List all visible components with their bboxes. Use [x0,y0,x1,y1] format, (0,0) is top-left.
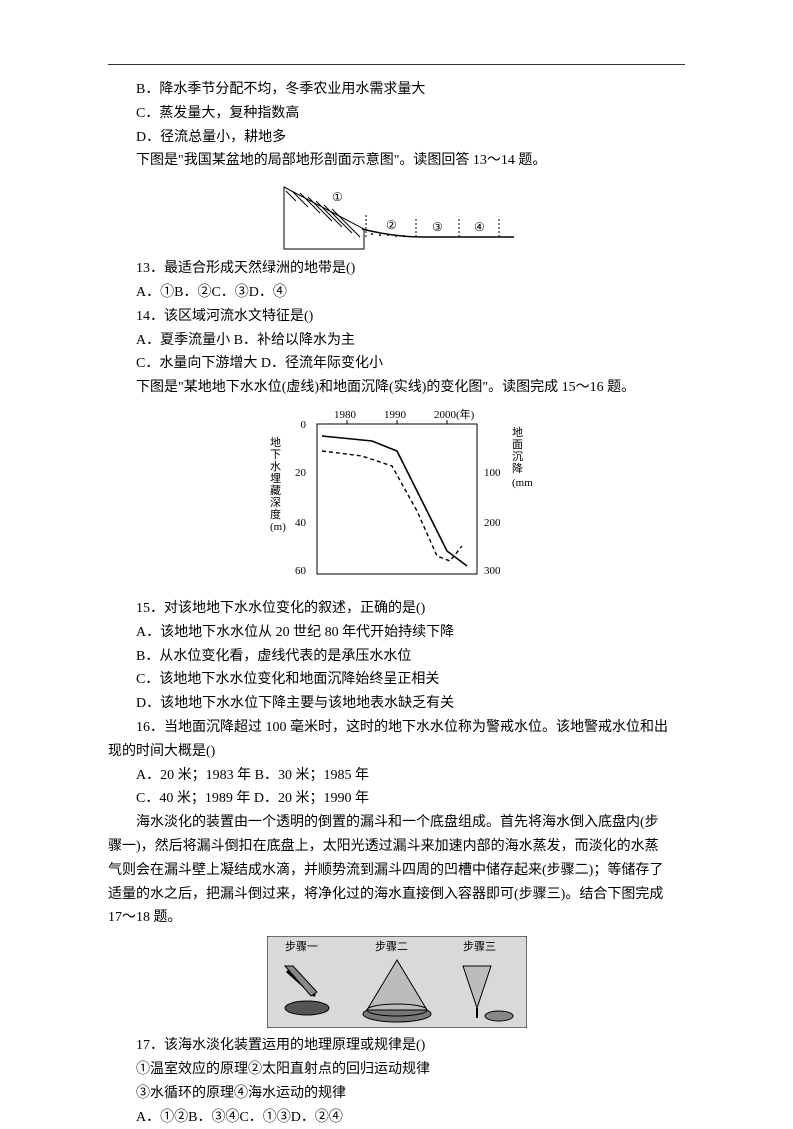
fig2-yr-200: 200 [484,517,501,529]
q16-line1: 16．当地面沉降超过 100 毫米时，这时的地下水水位称为警戒水位。该地警戒水位… [108,716,685,740]
q16-opt-ab: A．20 米；1983 年 B．30 米；1985 年 [108,764,685,788]
fig2-yr-300: 300 [484,565,501,577]
fig1-label-2: ② [386,218,397,232]
q17-stem: 17．该海水淡化装置运用的地理原理或规律是() [108,1034,685,1058]
figure-desalination-steps: 步骤一 步骤二 步骤三 [267,936,527,1028]
q17-r2: ③水循环的原理④海水运动的规律 [108,1082,685,1106]
q13-opts: A．①B．②C．③D．④ [108,281,685,305]
q14-opt-ab: A．夏季流量小 B．补给以降水为主 [108,329,685,353]
fig1-label-1: ① [332,190,343,204]
q15-a: A．该地地下水水位从 20 世纪 80 年代开始持续下降 [108,621,685,645]
fig3-label-1: 步骤一 [285,940,318,953]
q14-opt-cd: C．水量向下游增大 D．径流年际变化小 [108,352,685,376]
q16-line2: 现的时间大概是() [108,740,685,764]
q17-r1: ①温室效应的原理②太阳直射点的回归运动规律 [108,1058,685,1082]
q14-stem: 14．该区域河流水文特征是() [108,305,685,329]
intro3-l5: 17～18 题。 [108,906,685,930]
fig1-label-4: ④ [474,220,485,234]
fig2-yl-0: 0 [300,419,306,431]
intro3-l3: 气则会在漏斗壁上凝结成水滴，并顺势流到漏斗四周的凹槽中储存起来(步骤二)；等储存… [108,859,685,883]
fig2-yl-20: 20 [295,467,307,479]
intro-13-14: 下图是"我国某盆地的局部地形剖面示意图"。读图回答 13～14 题。 [108,149,685,173]
intro3-l4: 适量的水之后，把漏斗倒过来，将净化过的海水直接倒入容器即可(步骤三)。结合下图完… [108,883,685,907]
q17-opts: A．①②B．③④C．①③D．②④ [108,1106,685,1129]
figure-3-wrap: 步骤一 步骤二 步骤三 [108,936,685,1028]
opt-d: D．径流总量小，耕地多 [108,126,685,150]
figure-basin-cross-section: ① ② ③ ④ [274,179,519,251]
page-top-rule [108,64,685,65]
q15-d: D．该地地下水水位下降主要与该地地表水缺乏有关 [108,692,685,716]
q15-stem: 15．对该地地下水水位变化的叙述，正确的是() [108,597,685,621]
fig2-yr-100: 100 [484,467,501,479]
fig2-x-1980: 1980 [334,409,357,421]
fig3-label-2: 步骤二 [375,940,408,953]
opt-c: C．蒸发量大，复种指数高 [108,102,685,126]
fig1-label-3: ③ [432,220,443,234]
intro3-l1: 海水淡化的装置由一个透明的倒置的漏斗和一个底盘组成。首先将海水倒入底盘内(步 [108,811,685,835]
opt-b: B．降水季节分配不均，冬季农业用水需求量大 [108,78,685,102]
intro3-l2: 骤一)，然后将漏斗倒扣在底盘上，太阳光透过漏斗来加速内部的海水蒸发，而淡化的水蒸 [108,835,685,859]
figure-1-wrap: ① ② ③ ④ [108,179,685,251]
fig2-x-2000: 2000(年) [434,407,475,421]
exam-page: B．降水季节分配不均，冬季农业用水需求量大 C．蒸发量大，复种指数高 D．径流总… [0,0,793,1122]
q15-c: C．该地地下水水位变化和地面沉降始终呈正相关 [108,668,685,692]
q13-stem: 13．最适合形成天然绿洲的地带是() [108,257,685,281]
figure-groundwater-chart: 1980 1990 2000(年) 0 20 40 60 100 200 300… [262,406,532,591]
q15-b: B．从水位变化看，虚线代表的是承压水水位 [108,645,685,669]
fig2-yl-60: 60 [295,565,307,577]
fig3-label-3: 步骤三 [463,940,496,953]
intro-15-16: 下图是"某地地下水水位(虚线)和地面沉降(实线)的变化图"。读图完成 15～16… [108,376,685,400]
fig2-x-1990: 1990 [384,409,407,421]
fig2-yl-40: 40 [295,517,307,529]
q16-opt-cd: C．40 米；1989 年 D．20 米；1990 年 [108,787,685,811]
figure-2-wrap: 1980 1990 2000(年) 0 20 40 60 100 200 300… [108,406,685,591]
